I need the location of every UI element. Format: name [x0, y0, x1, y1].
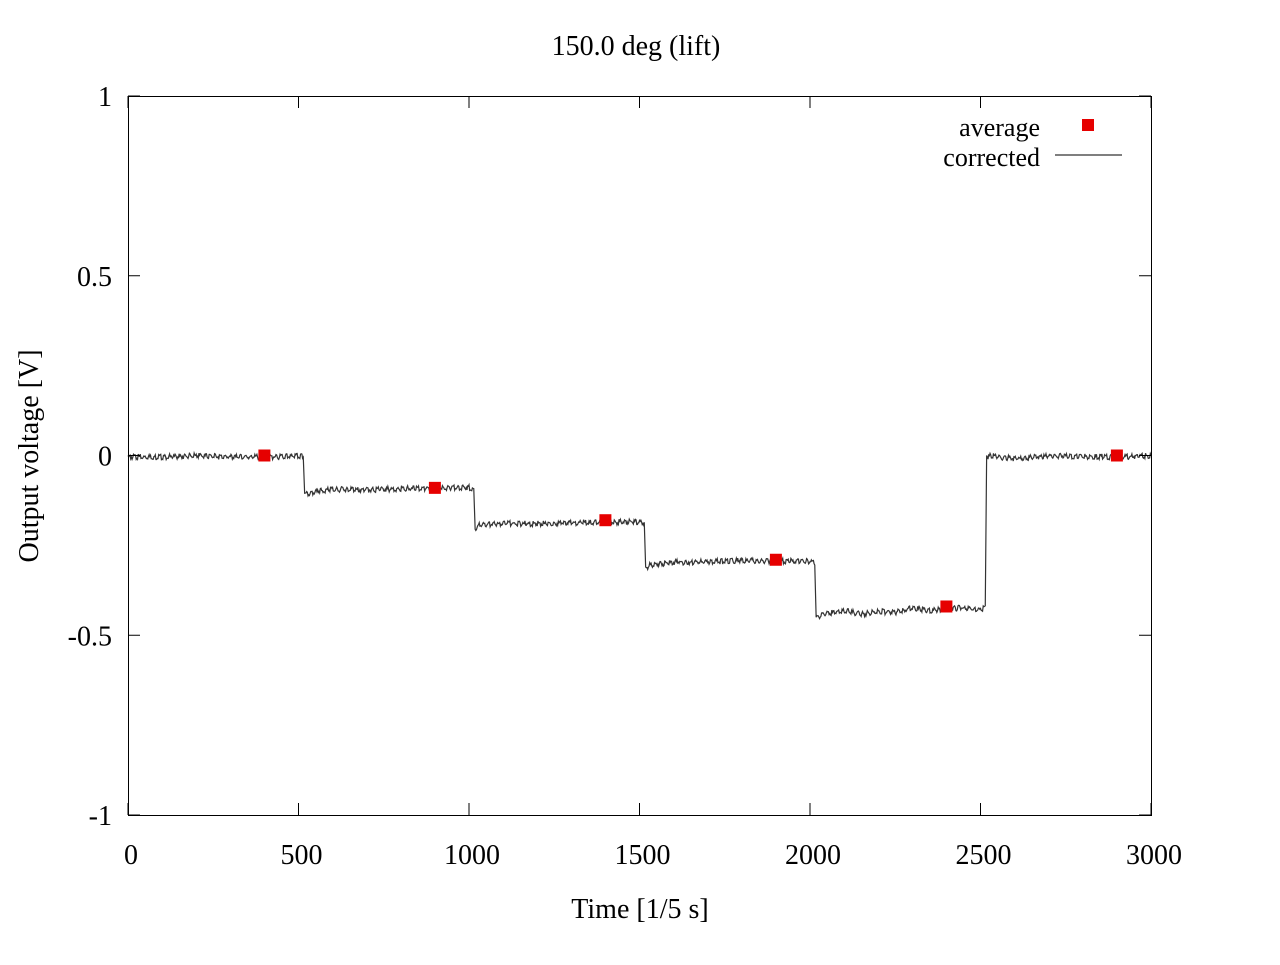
legend-label-corrected: corrected: [943, 143, 1040, 172]
x-tick-label: 2500: [956, 840, 1012, 871]
data-point-average: [769, 553, 782, 566]
plot-area: [127, 449, 1152, 620]
y-axis-title: Output voltage [V]: [14, 349, 45, 562]
data-point-average: [599, 514, 612, 527]
y-tick-label: 0: [98, 442, 112, 473]
x-axis-title: Time [1/5 s]: [571, 894, 708, 925]
x-tick-label: 500: [281, 840, 323, 871]
y-tick-label: 1: [98, 82, 112, 113]
x-tick-label: 3000: [1126, 840, 1182, 871]
plot-frame: [128, 96, 1152, 816]
data-point-average: [1110, 449, 1123, 462]
data-point-average: [258, 449, 271, 462]
y-tick-label: -1: [89, 801, 112, 832]
x-tick-label: 2000: [785, 840, 841, 871]
x-tick-label: 1000: [444, 840, 500, 871]
chart-title: 150.0 deg (lift): [552, 31, 721, 62]
y-tick-label: 0.5: [77, 262, 112, 293]
series-corrected-line: [127, 450, 1152, 620]
legend: average corrected: [943, 113, 1122, 172]
data-point-average: [428, 481, 441, 494]
legend-swatch-average: [1082, 119, 1094, 131]
y-tick-label: -0.5: [68, 621, 112, 652]
x-tick-label: 1500: [615, 840, 671, 871]
x-tick-label: 0: [124, 840, 138, 871]
legend-label-average: average: [959, 113, 1040, 142]
axis-ticks: 0 500 1000 1500 2000 2500 3000 1 0.5 0 -0.5 -1: [68, 82, 1182, 871]
data-point-average: [940, 600, 953, 613]
